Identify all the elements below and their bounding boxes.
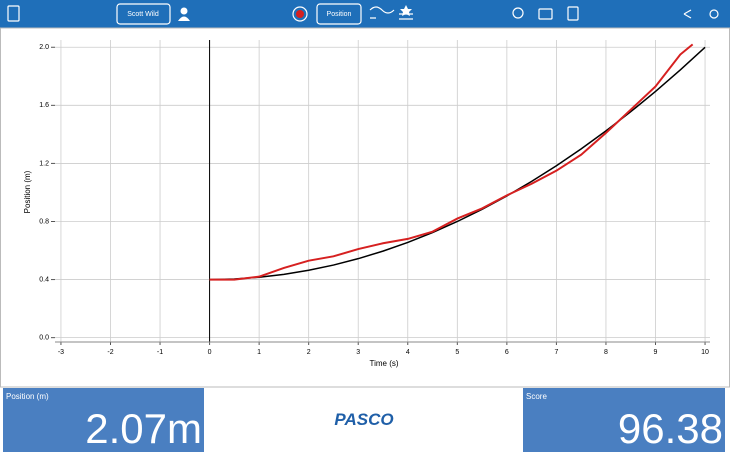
x-tick-label: 1 bbox=[257, 349, 261, 356]
y-axis-label: Position (m) bbox=[23, 170, 32, 213]
star-icon bbox=[400, 5, 412, 16]
brand-logo: PASCO bbox=[334, 410, 394, 429]
y-tick-label: 0.4 bbox=[39, 276, 49, 283]
add-user-icon[interactable] bbox=[180, 7, 188, 15]
y-tick-label: 0.0 bbox=[39, 334, 49, 341]
x-tick-label: 10 bbox=[701, 349, 709, 356]
data-line bbox=[209, 43, 694, 281]
mode-button[interactable] bbox=[316, 3, 362, 25]
add-user-body bbox=[178, 16, 190, 21]
y-tick-label: 1.6 bbox=[39, 102, 49, 109]
position-panel: Position (m) 2.07m bbox=[3, 388, 204, 452]
export-icon[interactable] bbox=[567, 6, 579, 21]
x-tick-label: 7 bbox=[554, 349, 558, 356]
x-tick-label: 3 bbox=[356, 349, 360, 356]
record-ring bbox=[292, 6, 308, 22]
toolbar bbox=[0, 0, 730, 28]
x-tick-label: -1 bbox=[157, 349, 163, 356]
notes-icon[interactable] bbox=[7, 5, 20, 22]
share-icon[interactable] bbox=[683, 9, 692, 19]
x-tick-label: 9 bbox=[654, 349, 658, 356]
settings-icon[interactable] bbox=[709, 9, 719, 19]
x-tick-label: 4 bbox=[406, 349, 410, 356]
position-value: 2.07m bbox=[85, 405, 202, 452]
curve-fit-icon[interactable] bbox=[369, 6, 395, 19]
mode-label: Position bbox=[327, 11, 352, 18]
position-label: Position (m) bbox=[6, 392, 49, 401]
y-tick-label: 2.0 bbox=[39, 44, 49, 51]
user-button[interactable] bbox=[116, 3, 171, 25]
sensor-icon[interactable] bbox=[512, 7, 524, 19]
camera-icon[interactable] bbox=[538, 8, 553, 20]
chart-frame bbox=[0, 27, 730, 388]
score-panel: Score 96.38 bbox=[523, 388, 725, 452]
x-tick-label: 0 bbox=[208, 349, 212, 356]
score-label: Score bbox=[526, 392, 547, 401]
x-tick-label: -3 bbox=[58, 349, 64, 356]
x-axis-label: Time (s) bbox=[369, 359, 398, 368]
x-tick-label: 2 bbox=[307, 349, 311, 356]
x-tick-label: -2 bbox=[107, 349, 113, 356]
y-tick-label: 1.2 bbox=[39, 160, 49, 167]
user-name: Scott Wild bbox=[127, 11, 159, 18]
score-value: 96.38 bbox=[617, 405, 723, 452]
x-tick-label: 6 bbox=[505, 349, 509, 356]
x-tick-label: 5 bbox=[455, 349, 459, 356]
record-button[interactable] bbox=[296, 10, 304, 18]
main: Scott Wild Position Time (s) Position (m… bbox=[0, 0, 730, 388]
y-tick-label: 0.8 bbox=[39, 218, 49, 225]
x-tick-label: 8 bbox=[604, 349, 608, 356]
